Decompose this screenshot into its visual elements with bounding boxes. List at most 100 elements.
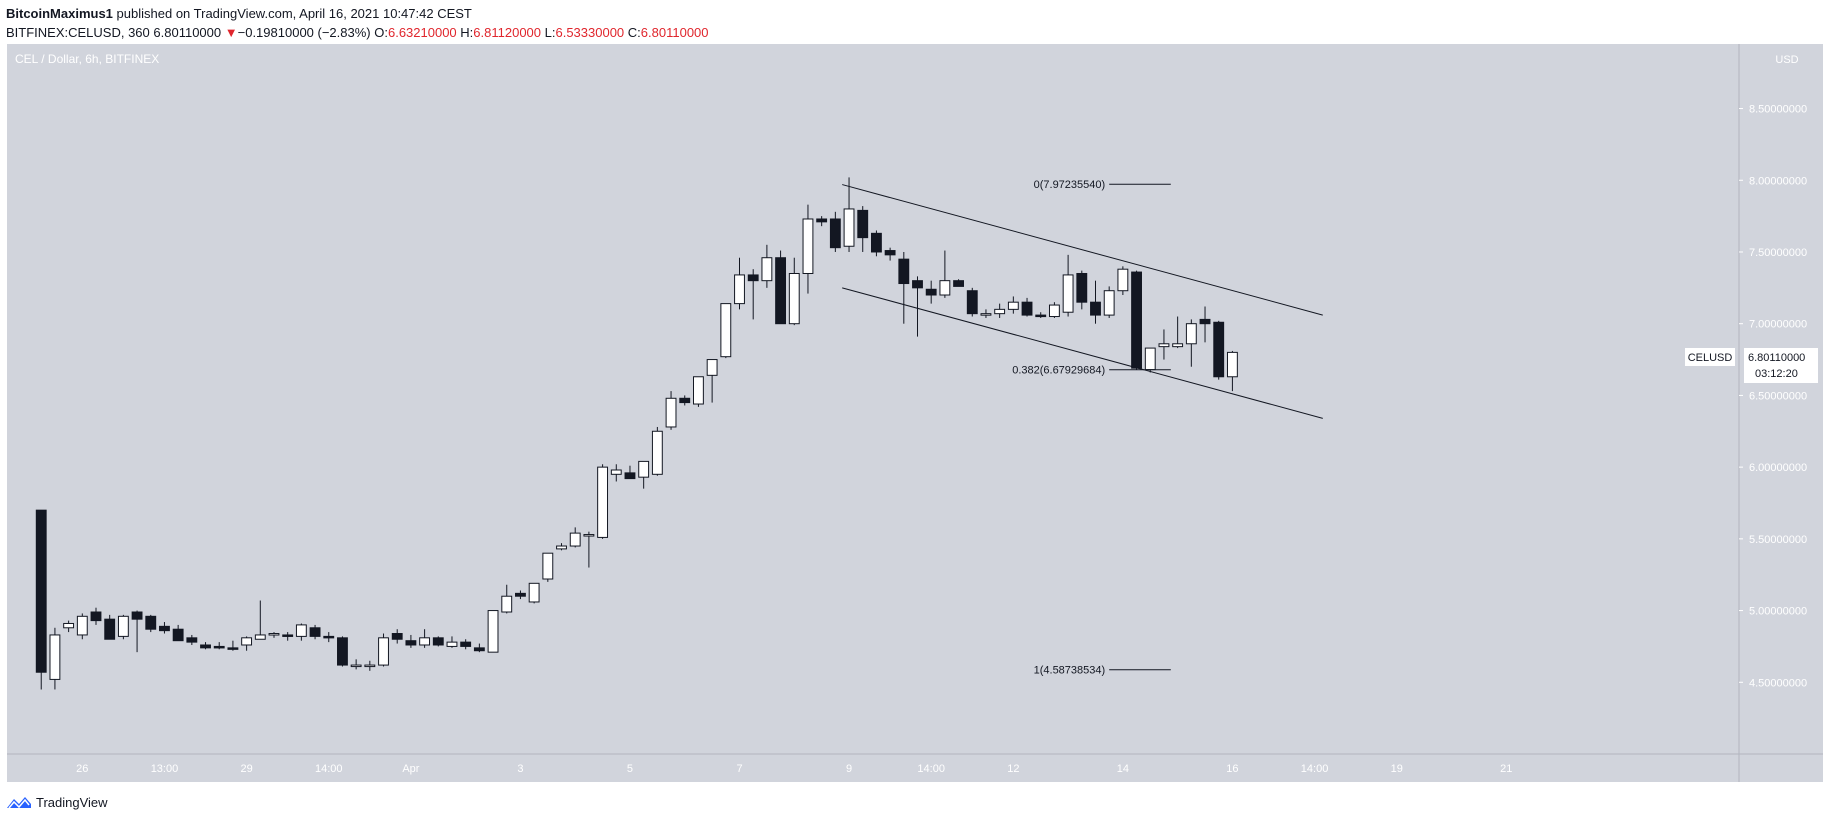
candlestick-chart[interactable]: CEL / Dollar, 6h, BITFINEX USD 8.5000000…	[7, 44, 1823, 782]
price-tag-bg	[1744, 348, 1818, 383]
candle-up	[528, 582, 540, 603]
candle-down	[337, 637, 348, 666]
time-tick-label: 14:00	[917, 763, 945, 775]
candle-up	[542, 552, 554, 580]
candle-up	[364, 664, 376, 668]
footer: TradingView	[6, 793, 108, 811]
high-value: 6.81120000	[473, 25, 542, 40]
candle-down	[282, 634, 294, 637]
candle-down	[104, 618, 116, 640]
candle-up	[994, 308, 1006, 315]
price-tick-label: 6.50000000	[1749, 390, 1807, 402]
candle-down	[405, 640, 417, 646]
time-tick-label: 14:00	[315, 763, 343, 775]
candle-up	[693, 376, 704, 405]
fib-level-label: 0(7.97235540)	[1034, 179, 1106, 191]
symbol-tag-bg	[1685, 348, 1735, 366]
candle-up	[501, 595, 513, 613]
candle-up	[788, 272, 800, 325]
candle-up	[980, 313, 992, 316]
candle-down	[1131, 271, 1142, 369]
candle-up	[597, 466, 609, 538]
axis-currency: USD	[1775, 54, 1798, 66]
tradingview-logo-icon[interactable]	[6, 794, 32, 810]
price-tick-label: 5.50000000	[1749, 534, 1807, 546]
fib-level-label: 1(4.58738534)	[1034, 665, 1106, 677]
symbol-line: BITFINEX:CELUSD, 360 6.80110000 ▼−0.1981…	[6, 23, 1806, 42]
fib-retracement[interactable]: 0(7.97235540) 0.382(6.67929684) 1(4.587385…	[1012, 179, 1171, 677]
candle-up	[1048, 304, 1060, 318]
published-text: published on TradingView.com, April 16, …	[116, 6, 472, 21]
candle-up	[241, 637, 253, 646]
candle-down	[131, 611, 143, 620]
candle-up	[1062, 274, 1074, 313]
time-tick-label: 13:00	[151, 763, 179, 775]
candle-up	[49, 634, 61, 680]
symbol-tag: CELUSD	[1688, 352, 1733, 364]
candle-up	[1158, 343, 1170, 348]
time-tick-label: 3	[517, 763, 523, 775]
time-tick-label: 29	[240, 763, 252, 775]
candle-up	[1144, 347, 1156, 371]
candle-down	[90, 611, 102, 622]
price-tick-label: 4.50000000	[1749, 677, 1807, 689]
candle-down	[460, 641, 472, 647]
candle-up	[1007, 301, 1019, 310]
candle-up	[610, 469, 622, 475]
time-tick-label: 5	[627, 763, 633, 775]
low-value: 6.53330000	[555, 25, 625, 40]
candle-up	[446, 641, 458, 647]
candle-down	[323, 635, 335, 639]
candle-up	[802, 218, 814, 274]
candle-down	[679, 397, 691, 404]
candle-down	[816, 218, 828, 223]
candle-down	[1199, 318, 1211, 325]
candle-up	[254, 634, 266, 640]
candle-up	[761, 257, 773, 282]
candle-down	[884, 250, 896, 256]
high-label: H:	[460, 25, 474, 40]
publish-line: BitcoinMaximus1 published on TradingView…	[6, 4, 1806, 23]
price-tick-label: 8.50000000	[1749, 104, 1807, 116]
candle-up	[268, 633, 280, 636]
candle-down	[953, 280, 965, 287]
low-label: L:	[544, 25, 556, 40]
candle-up	[350, 664, 362, 668]
candle-down	[172, 628, 184, 642]
candle-up	[1226, 351, 1238, 378]
candle-down	[309, 627, 321, 637]
price-tick-label: 7.50000000	[1749, 247, 1807, 259]
close-label: C:	[627, 25, 641, 40]
chart-title: CEL / Dollar, 6h, BITFINEX	[15, 52, 159, 66]
tradingview-brand[interactable]: TradingView	[36, 794, 108, 810]
time-tick-label: 12	[1007, 763, 1019, 775]
price-axis[interactable]: 8.50000000 8.00000000 7.50000000 7.00000000…	[1739, 104, 1807, 690]
time-tick-label: 21	[1500, 763, 1512, 775]
price-tag-value: 6.80110000	[1748, 352, 1805, 364]
time-tick-label: 16	[1226, 763, 1238, 775]
publisher-name[interactable]: BitcoinMaximus1	[6, 6, 113, 21]
candle-down	[227, 647, 239, 650]
candle-up	[583, 534, 595, 537]
candle-down	[775, 257, 787, 325]
candle-down	[925, 288, 937, 296]
candle-down	[1021, 301, 1033, 316]
candle-down	[213, 645, 225, 649]
symbol-label: BITFINEX:CELUSD, 360	[6, 25, 150, 40]
time-tick-label: 14:00	[1301, 763, 1329, 775]
candle-down	[857, 209, 869, 239]
candle-down	[870, 232, 882, 253]
candle-down	[1076, 272, 1088, 303]
time-axis[interactable]: 26 13:00 29 14:00 Apr 3 5 7 9 14:00 12 14 16 14:00 19 2…	[76, 763, 1512, 775]
candle-down	[515, 592, 526, 597]
price-change: −0.19810000 (−2.83%)	[237, 25, 371, 40]
candle-up	[939, 280, 951, 296]
channel-upper-line	[842, 184, 1323, 316]
close-value: 6.80110000	[640, 25, 709, 40]
descending-channel[interactable]	[842, 184, 1323, 419]
candles-layer	[35, 177, 1238, 690]
chart-frame[interactable]: CEL / Dollar, 6h, BITFINEX USD 8.5000000…	[7, 44, 1823, 782]
candle-down	[966, 290, 978, 315]
candle-up	[1172, 343, 1184, 348]
candle-down	[200, 644, 211, 649]
